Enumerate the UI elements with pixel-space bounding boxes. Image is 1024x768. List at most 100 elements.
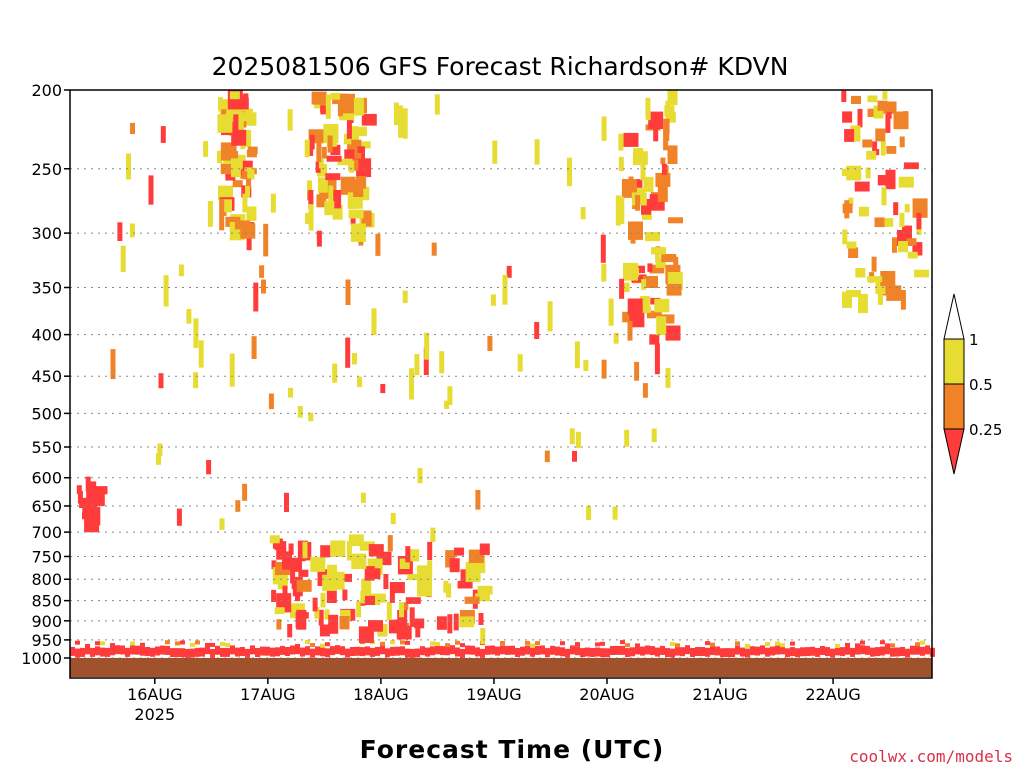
heatmap-cell: [230, 158, 241, 178]
heatmap-cell: [795, 648, 800, 658]
heatmap-cell: [375, 646, 380, 656]
heatmap-cell: [397, 610, 408, 630]
heatmap-cell: [140, 642, 145, 647]
heatmap-cell: [398, 105, 404, 138]
heatmap-cell: [180, 648, 185, 658]
heatmap-cell: [140, 646, 145, 656]
heatmap-cell: [805, 647, 810, 657]
heatmap-cell: [510, 645, 515, 655]
heatmap-cell: [242, 193, 248, 213]
heatmap-cell: [735, 641, 740, 646]
heatmap-cell: [660, 157, 666, 165]
heatmap-cell: [912, 242, 923, 256]
heatmap-cell: [245, 648, 250, 658]
y-tick-label: 850: [31, 592, 62, 611]
heatmap-cell: [90, 647, 95, 657]
heatmap-cell: [269, 535, 280, 544]
heatmap-cell: [875, 128, 886, 142]
heatmap-cell: [842, 229, 848, 245]
heatmap-cell: [867, 276, 883, 283]
heatmap-cell: [175, 641, 180, 646]
heatmap-cell: [261, 279, 266, 294]
heatmap-cell: [647, 263, 653, 272]
heatmap-cell: [925, 645, 930, 655]
heatmap-cell: [327, 564, 337, 583]
heatmap-cell: [317, 177, 328, 193]
heatmap-cell: [655, 258, 666, 268]
heatmap-cell: [725, 648, 730, 658]
heatmap-cell: [320, 643, 325, 648]
heatmap-cell: [409, 368, 414, 400]
heatmap-cell: [645, 232, 660, 242]
heatmap-cell: [880, 646, 885, 656]
heatmap-cell: [855, 643, 860, 648]
heatmap-cell: [417, 468, 423, 484]
heatmap-cell: [205, 642, 210, 647]
heatmap-cell: [633, 148, 644, 155]
heatmap-cell: [480, 648, 485, 658]
heatmap-cell: [368, 544, 384, 557]
heatmap-cell: [330, 92, 341, 100]
heatmap-cell: [235, 647, 240, 657]
heatmap-cell: [500, 641, 505, 645]
grid-lines: [70, 168, 932, 659]
y-tick-label: 300: [31, 224, 62, 243]
heatmap-cell: [198, 340, 204, 368]
heatmap-cell: [430, 527, 436, 542]
heatmap-cell: [664, 105, 675, 117]
heatmap-cell: [207, 201, 213, 227]
heatmap-cell: [311, 91, 327, 105]
heatmap-cell: [225, 643, 230, 647]
heatmap-cell: [446, 583, 452, 598]
heatmap-cell: [705, 641, 710, 646]
heatmap-cell: [346, 120, 352, 139]
heatmap-cell: [348, 126, 359, 139]
heatmap-cell: [874, 217, 885, 228]
heatmap-cell: [570, 645, 575, 655]
heatmap-cell: [186, 309, 192, 324]
heatmap-cell: [185, 648, 190, 658]
heatmap-cell: [342, 573, 352, 582]
heatmap-cell: [178, 264, 184, 277]
heatmap-cell: [415, 648, 420, 658]
heatmap-cell: [309, 135, 315, 150]
heatmap-cell: [272, 538, 283, 549]
heatmap-cell: [907, 251, 918, 259]
heatmap-cell: [690, 648, 695, 657]
heatmap-cell: [434, 94, 440, 115]
heatmap-cell: [343, 133, 359, 145]
heatmap-cell: [842, 203, 853, 214]
heatmap-cell: [586, 505, 592, 520]
heatmap-cell: [105, 647, 110, 657]
heatmap-cell: [246, 178, 252, 189]
heatmap-cell: [857, 108, 863, 128]
heatmap-cell: [680, 647, 685, 657]
heatmap-cell: [835, 646, 840, 656]
heatmap-cell: [641, 209, 652, 220]
heatmap-cell: [720, 648, 725, 658]
heatmap-cell: [324, 609, 330, 620]
heatmap-cell: [450, 645, 455, 655]
color-legend: 1 0.5 0.25: [943, 293, 1002, 475]
heatmap-cell: [280, 645, 285, 655]
heatmap-cell: [653, 124, 659, 142]
heatmap-cell: [600, 648, 605, 658]
heatmap-cell: [295, 643, 300, 648]
heatmap-cell: [193, 372, 199, 389]
heatmap-cell: [645, 97, 651, 115]
heatmap-cell: [316, 139, 322, 162]
heatmap-cell: [268, 393, 274, 410]
heatmap-cell: [492, 140, 498, 164]
heatmap-cell: [287, 624, 293, 638]
heatmap-cell: [473, 560, 484, 569]
x-tick-label: 21AUG: [692, 685, 747, 704]
heatmap-cell: [380, 645, 385, 655]
y-tick-label: 700: [31, 523, 62, 542]
heatmap-cell: [232, 180, 243, 188]
heatmap-cell: [158, 373, 164, 389]
heatmap-cell: [893, 202, 899, 216]
heatmap-cell: [760, 645, 765, 655]
heatmap-cell: [352, 353, 357, 365]
heatmap-cell: [320, 101, 326, 109]
heatmap-cell: [316, 230, 322, 247]
